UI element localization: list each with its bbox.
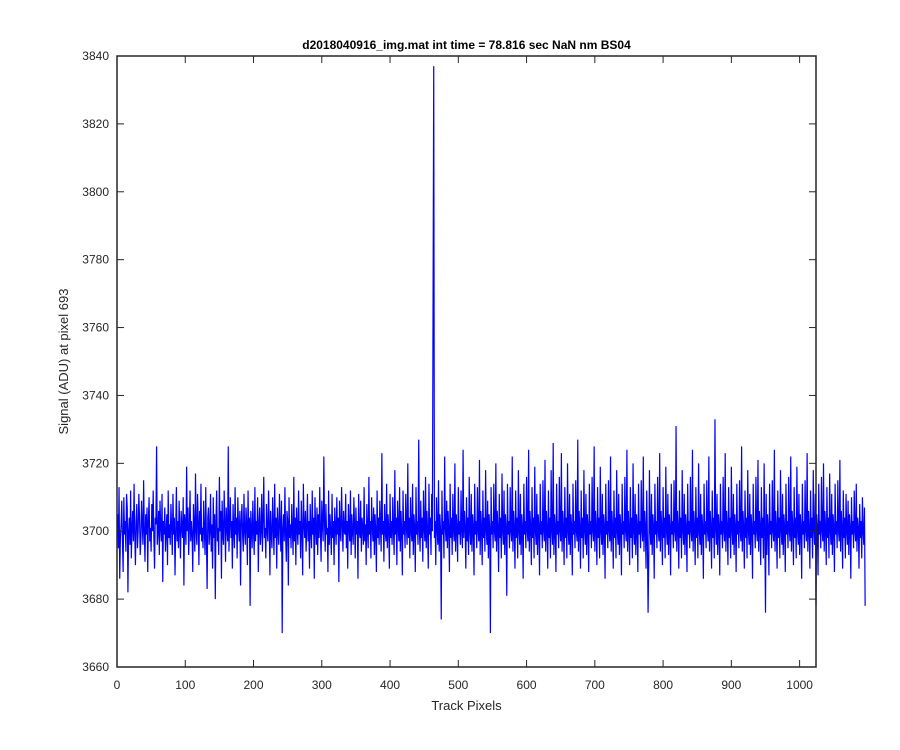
y-tick-label: 3760	[82, 321, 109, 335]
y-tick-label: 3680	[82, 592, 109, 606]
y-tick-label: 3840	[82, 49, 109, 63]
x-axis-label: Track Pixels	[431, 698, 502, 713]
x-tick-label: 700	[585, 678, 605, 692]
y-tick-label: 3720	[82, 456, 109, 470]
x-tick-label: 900	[721, 678, 741, 692]
x-tick-label: 300	[312, 678, 332, 692]
x-tick-label: 500	[448, 678, 468, 692]
y-tick-label: 3800	[82, 185, 109, 199]
series-line-0	[117, 66, 866, 634]
chart-title: d2018040916_img.mat int time = 78.816 se…	[302, 38, 631, 52]
x-tick-label: 100	[175, 678, 195, 692]
plot-area	[117, 56, 816, 667]
x-tick-label: 400	[380, 678, 400, 692]
series-layer	[117, 66, 866, 634]
y-tick-label: 3780	[82, 253, 109, 267]
y-axis-label: Signal (ADU) at pixel 693	[56, 289, 71, 435]
x-tick-label: 0	[114, 678, 121, 692]
x-tick-label: 1000	[786, 678, 813, 692]
y-tick-label: 3740	[82, 388, 109, 402]
y-tick-label: 3700	[82, 524, 109, 538]
x-tick-label: 600	[517, 678, 537, 692]
x-tick-label: 200	[244, 678, 264, 692]
y-tick-label: 3660	[82, 660, 109, 674]
y-tick-label: 3820	[82, 117, 109, 131]
ticks-layer: 0 100 200 300 400 500 600 700 800 900 1000 3660 3680…	[82, 49, 816, 692]
axes-box	[116, 55, 817, 668]
x-tick-label: 800	[653, 678, 673, 692]
